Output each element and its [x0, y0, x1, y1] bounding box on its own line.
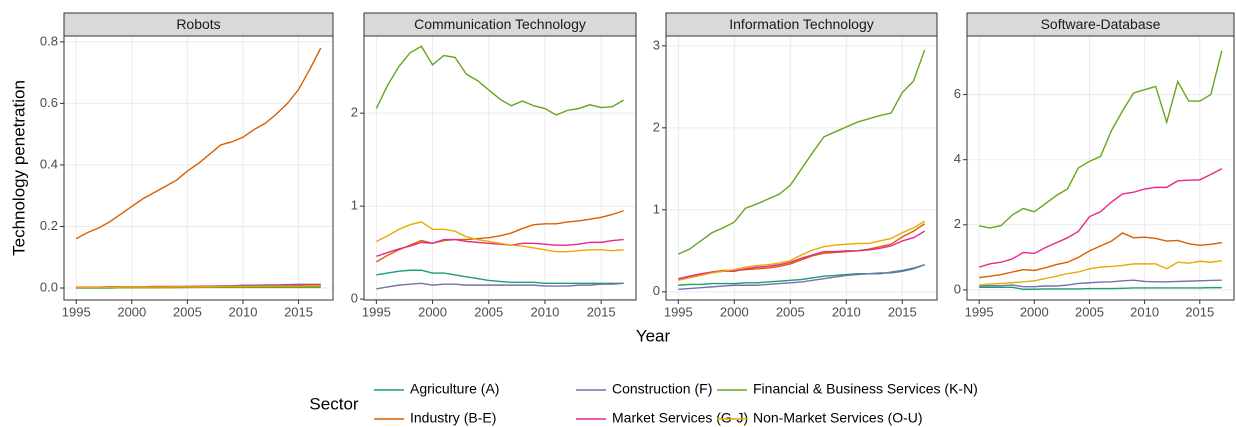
- strip-label: Communication Technology: [414, 16, 586, 32]
- y-tick-label: 3: [653, 37, 660, 52]
- y-tick-label: 6: [954, 86, 961, 101]
- x-tick-label: 2000: [117, 304, 146, 319]
- y-tick-label: 0.2: [40, 218, 58, 233]
- series-line: [979, 232, 1222, 279]
- x-tick-label: 2015: [284, 304, 313, 319]
- panel-background: [64, 36, 333, 300]
- y-tick-label: 2: [954, 216, 961, 231]
- x-tick-label: 2015: [587, 304, 616, 319]
- series-line: [678, 49, 926, 255]
- x-tick-label: 1995: [965, 304, 994, 319]
- series-line: [678, 220, 926, 282]
- x-tick-label: 1995: [664, 304, 693, 319]
- series-line: [375, 45, 624, 116]
- y-tick-label: 2: [653, 119, 660, 134]
- strip: [665, 12, 938, 37]
- series-line: [376, 269, 624, 284]
- y-tick-label: 0.6: [40, 95, 58, 110]
- x-tick-label: 1995: [62, 304, 91, 319]
- y-tick-label: 1: [351, 198, 358, 213]
- series-line: [376, 282, 624, 290]
- x-tick-label: 2015: [1185, 304, 1214, 319]
- y-tick-label: 0.8: [40, 33, 58, 48]
- series-line: [979, 259, 1222, 286]
- strip-label: Information Technology: [729, 16, 874, 32]
- x-tick-label: 2005: [474, 304, 503, 319]
- series-line: [76, 285, 321, 289]
- series-line: [978, 50, 1223, 229]
- panel-background: [967, 36, 1234, 300]
- x-tick-label: 2010: [229, 304, 258, 319]
- strip: [966, 12, 1235, 37]
- strip-label: Software-Database: [1041, 16, 1161, 32]
- series-line: [376, 221, 624, 253]
- y-tick-label: 4: [954, 151, 961, 166]
- series-line: [979, 286, 1222, 290]
- x-tick-label: 2005: [1075, 304, 1104, 319]
- strip: [63, 12, 334, 37]
- panel-background: [364, 36, 636, 300]
- series-line: [979, 279, 1222, 288]
- series-line: [376, 238, 624, 257]
- x-tick-label: 2010: [530, 304, 559, 319]
- x-tick-label: 2005: [776, 304, 805, 319]
- strip: [363, 12, 637, 37]
- x-axis-label: Year: [636, 326, 671, 345]
- y-tick-label: 2: [351, 105, 358, 120]
- x-tick-label: 2000: [1020, 304, 1049, 319]
- legend-label: Construction (F): [612, 381, 712, 397]
- y-tick-label: 0: [954, 281, 961, 296]
- legend-label: Agriculture (A): [410, 381, 499, 397]
- x-tick-label: 2005: [173, 304, 202, 319]
- strip-label: Robots: [176, 16, 220, 32]
- x-tick-label: 2010: [1130, 304, 1159, 319]
- y-tick-label: 0: [351, 291, 358, 306]
- x-tick-label: 2010: [832, 304, 861, 319]
- legend-title: Sector: [309, 394, 358, 413]
- legend-label: Financial & Business Services (K-N): [753, 381, 978, 397]
- series-line: [978, 168, 1223, 268]
- legend-label: Market Services (G-J): [612, 410, 748, 426]
- x-tick-label: 2000: [720, 304, 749, 319]
- y-tick-label: 0.4: [40, 156, 58, 171]
- y-tick-label: 0.0: [40, 279, 58, 294]
- x-tick-label: 2015: [888, 304, 917, 319]
- y-tick-label: 0: [653, 283, 660, 298]
- x-tick-label: 2000: [418, 304, 447, 319]
- legend-label: Industry (B-E): [410, 410, 496, 426]
- y-tick-label: 1: [653, 201, 660, 216]
- series-line: [376, 210, 624, 263]
- y-axis-label: Technology penetration: [9, 80, 28, 256]
- x-tick-label: 1995: [362, 304, 391, 319]
- series-line: [678, 264, 925, 291]
- legend-label: Non-Market Services (O-U): [753, 410, 923, 426]
- series-line: [75, 47, 322, 240]
